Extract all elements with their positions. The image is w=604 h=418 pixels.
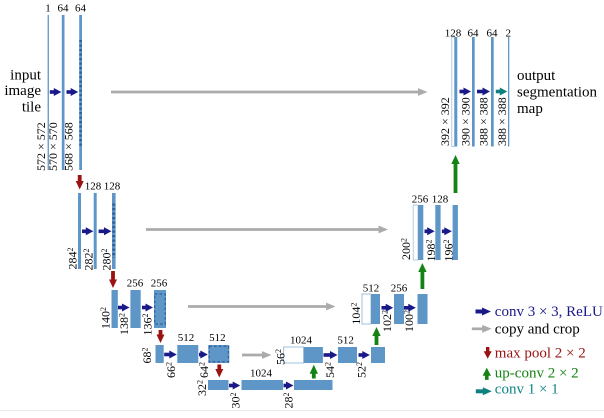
svg-text:128: 128 <box>104 181 121 193</box>
svg-text:segmentation: segmentation <box>517 85 597 101</box>
svg-text:1402: 1402 <box>98 307 112 329</box>
svg-text:conv 1 × 1: conv 1 × 1 <box>495 382 559 398</box>
svg-text:256: 256 <box>412 194 429 206</box>
svg-text:conv 3 × 3, ReLU: conv 3 × 3, ReLU <box>495 304 603 320</box>
svg-text:1962: 1962 <box>442 240 456 262</box>
svg-text:2842: 2842 <box>65 248 79 270</box>
svg-text:572 × 572: 572 × 572 <box>34 122 48 171</box>
svg-text:1382: 1382 <box>117 313 131 335</box>
svg-text:1: 1 <box>45 3 51 15</box>
svg-text:1002: 1002 <box>402 310 416 332</box>
svg-text:642: 642 <box>197 362 211 378</box>
svg-text:542: 542 <box>323 362 337 378</box>
svg-text:392 × 392: 392 × 392 <box>438 97 452 146</box>
svg-text:tile: tile <box>22 100 42 116</box>
svg-text:512: 512 <box>337 335 354 347</box>
svg-text:682: 682 <box>140 348 154 364</box>
svg-text:256: 256 <box>127 278 144 290</box>
svg-text:64: 64 <box>58 3 70 15</box>
svg-text:256: 256 <box>151 278 168 290</box>
svg-text:128: 128 <box>432 194 449 206</box>
svg-text:128: 128 <box>85 181 102 193</box>
svg-text:input: input <box>10 68 42 84</box>
svg-text:1022: 1022 <box>380 310 394 332</box>
svg-text:322: 322 <box>195 380 209 396</box>
svg-text:522: 522 <box>355 362 369 378</box>
svg-text:562: 562 <box>274 349 288 365</box>
svg-text:568 × 568: 568 × 568 <box>62 122 76 171</box>
svg-text:1024: 1024 <box>250 368 273 380</box>
svg-text:copy and crop: copy and crop <box>495 322 580 338</box>
svg-text:1982: 1982 <box>424 240 438 262</box>
svg-text:image: image <box>4 83 41 99</box>
svg-text:282: 282 <box>282 393 296 409</box>
svg-text:2822: 2822 <box>81 249 95 271</box>
svg-text:2802: 2802 <box>100 249 114 271</box>
svg-text:512: 512 <box>178 332 195 344</box>
svg-text:1024: 1024 <box>290 335 313 347</box>
svg-text:256: 256 <box>391 283 408 295</box>
svg-text:302: 302 <box>229 393 243 409</box>
svg-text:64: 64 <box>468 27 480 39</box>
svg-text:570 × 570: 570 × 570 <box>46 122 60 171</box>
svg-text:512: 512 <box>363 283 380 295</box>
svg-text:512: 512 <box>209 332 226 344</box>
svg-text:output: output <box>517 68 556 84</box>
svg-text:64: 64 <box>487 27 499 39</box>
svg-text:up-conv 2 × 2: up-conv 2 × 2 <box>495 365 579 381</box>
svg-text:128: 128 <box>445 27 462 39</box>
svg-text:64: 64 <box>75 3 87 15</box>
svg-text:max pool 2 × 2: max pool 2 × 2 <box>495 345 586 361</box>
svg-text:2: 2 <box>505 27 511 39</box>
svg-text:1042: 1042 <box>349 303 363 325</box>
svg-text:390 × 390: 390 × 390 <box>459 97 473 146</box>
svg-text:388 × 388: 388 × 388 <box>477 97 491 146</box>
svg-text:662: 662 <box>164 362 178 378</box>
svg-text:388 × 388: 388 × 388 <box>495 97 509 146</box>
svg-text:2002: 2002 <box>399 238 413 260</box>
svg-text:map: map <box>517 101 543 117</box>
svg-text:1362: 1362 <box>140 314 154 336</box>
